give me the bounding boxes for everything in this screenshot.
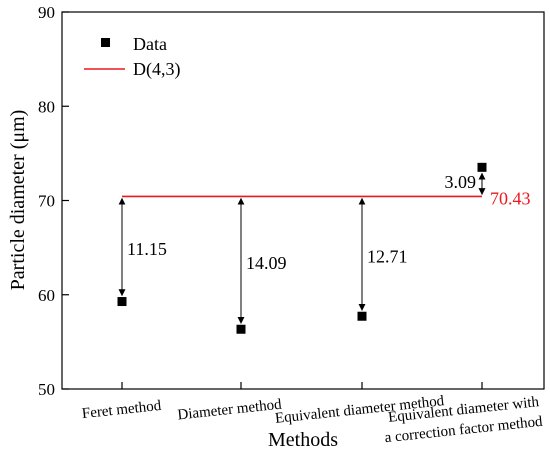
y-axis-ticks: 50 60 70 80 90 [38, 3, 69, 399]
y-axis-title: Particle diameter (μm) [7, 110, 29, 291]
difference-label: 12.71 [367, 246, 408, 266]
data-point [236, 324, 246, 334]
legend: Data D(4,3) [84, 34, 181, 80]
x-tick-label: Feret method [81, 398, 162, 422]
legend-label-reference-line: D(4,3) [133, 59, 181, 80]
data-point [357, 311, 367, 321]
y-tick-label: 90 [38, 3, 55, 22]
y-tick-label: 60 [38, 286, 55, 305]
data-point [117, 297, 127, 307]
x-tick-label: Diameter method [177, 397, 283, 424]
difference-label: 11.15 [127, 239, 167, 259]
data-points [117, 162, 487, 334]
x-axis-title: Methods [268, 429, 338, 451]
y-tick-label: 80 [38, 97, 55, 116]
difference-label: 14.09 [246, 253, 287, 273]
difference-label: 3.09 [445, 172, 477, 192]
data-point [477, 162, 487, 172]
legend-label-data: Data [133, 34, 167, 54]
y-tick-label: 70 [38, 192, 55, 211]
difference-arrows: 11.15 14.09 12.71 3.09 [118, 172, 486, 324]
reference-line-value-label: 70.43 [490, 188, 531, 208]
y-tick-label: 50 [38, 380, 55, 399]
legend-marker-data [101, 38, 110, 47]
